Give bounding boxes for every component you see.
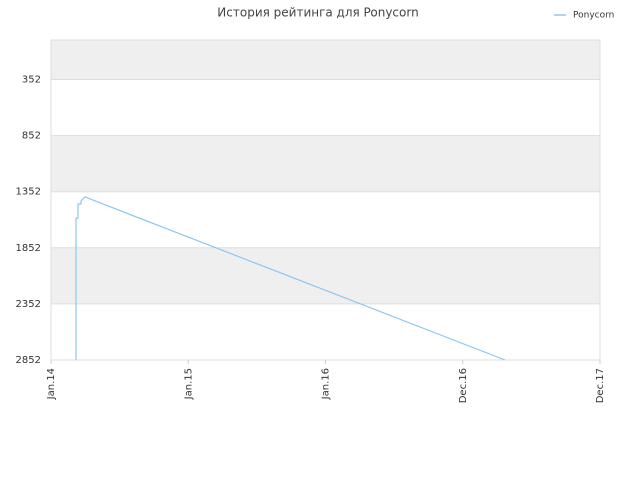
x-tick-label: Jan.16	[321, 368, 332, 400]
band	[51, 191, 600, 248]
legend-label: Ponycorn	[573, 11, 614, 21]
band	[51, 79, 600, 136]
band	[51, 135, 600, 192]
y-tick-label: 352	[22, 74, 41, 85]
plot-background	[51, 40, 600, 360]
band	[51, 303, 600, 360]
chart-title: История рейтинга для Ponycorn	[217, 6, 418, 20]
y-tick-label: 2852	[16, 355, 41, 366]
x-tick-label: Jan.14	[46, 368, 57, 400]
band	[51, 40, 600, 80]
y-tick-label: 1852	[16, 243, 41, 254]
x-tick-label: Jan.15	[183, 368, 194, 400]
y-tick-label: 2352	[16, 299, 41, 310]
y-tick-label: 852	[22, 131, 41, 142]
y-tick-label: 1352	[16, 187, 41, 198]
band	[51, 247, 600, 304]
x-tick-label: Dec.16	[458, 368, 469, 403]
line	[75, 196, 506, 361]
x-tick-label: Dec.17	[595, 368, 606, 403]
